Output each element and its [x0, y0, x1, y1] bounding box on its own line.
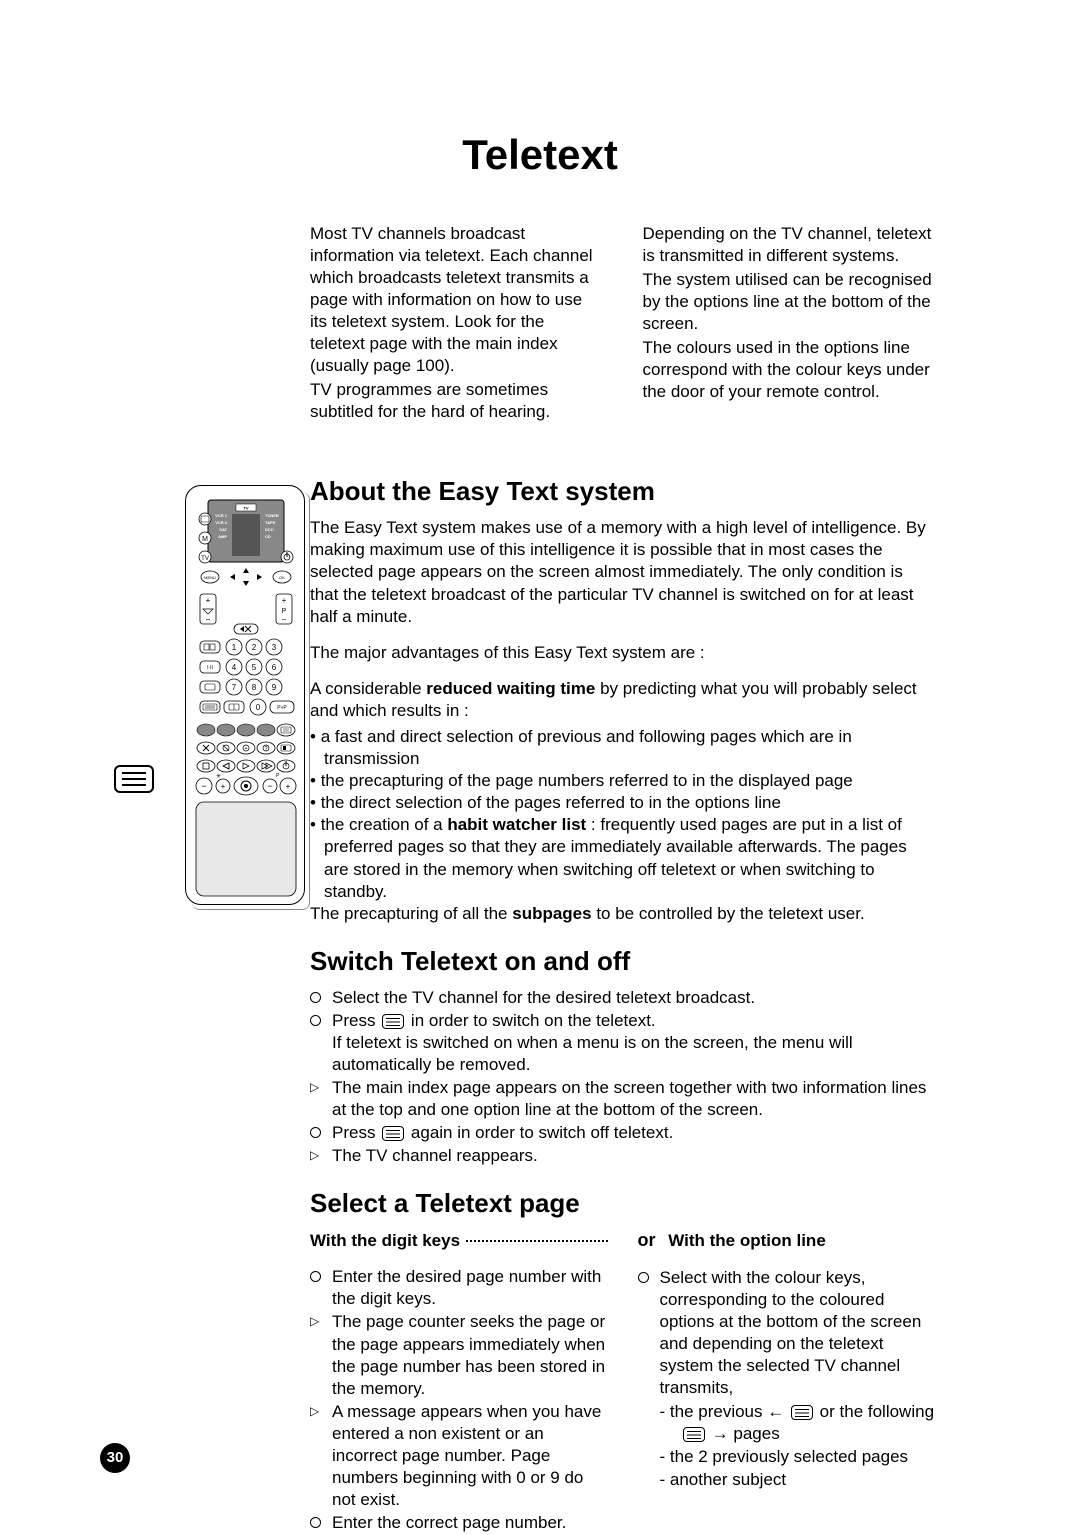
heading-about: About the Easy Text system [310, 475, 935, 509]
body-text: The major advantages of this Easy Text s… [310, 642, 935, 664]
svg-text:6: 6 [272, 663, 277, 672]
svg-text:P«P: P«P [277, 705, 287, 711]
list-item: Select the TV channel for the desired te… [310, 987, 935, 1009]
svg-text:OK: OK [279, 575, 285, 580]
content-column: About the Easy Text system The Easy Text… [310, 455, 1080, 1535]
svg-text:I·II: I·II [207, 665, 213, 671]
svg-text:9: 9 [272, 683, 277, 692]
svg-text:VCR 2: VCR 2 [215, 520, 228, 525]
svg-text:TV: TV [201, 556, 209, 562]
svg-text:5: 5 [252, 663, 257, 672]
intro-section: Most TV channels broadcast information v… [310, 223, 935, 426]
intro-text: Depending on the TV channel, teletext is… [643, 223, 936, 267]
intro-text: The colours used in the options line cor… [643, 337, 936, 403]
svg-text:TAPE: TAPE [265, 520, 276, 525]
remote-column: TV VCR 1 VCR 2 SAT AMP TUNER TAPE DCC CD… [0, 455, 310, 1535]
body-text: A considerable reduced waiting time by p… [310, 678, 935, 722]
list-item: the precapturing of the page numbers ref… [310, 770, 935, 792]
svg-text:DCC: DCC [265, 527, 274, 532]
list-item: the creation of a habit watcher list : f… [310, 814, 935, 902]
svg-text:8: 8 [252, 683, 257, 692]
heading-select: Select a Teletext page [310, 1187, 935, 1221]
svg-text:CD: CD [265, 534, 271, 539]
svg-text:7: 7 [232, 683, 237, 692]
page-number-badge: 30 [100, 1443, 130, 1473]
svg-text:AMP: AMP [218, 534, 227, 539]
select-right-col: or With the option line Select with the … [638, 1229, 936, 1535]
list-item: Enter the desired page number with the d… [310, 1266, 608, 1310]
teletext-icon [791, 1405, 813, 1420]
list-item: The main index page appears on the scree… [310, 1077, 935, 1121]
svg-text:+: + [221, 782, 226, 791]
intro-right: Depending on the TV channel, teletext is… [643, 223, 936, 426]
svg-text:1: 1 [232, 643, 237, 652]
svg-text:−: − [267, 781, 272, 791]
svg-text:+: + [206, 596, 211, 605]
intro-left: Most TV channels broadcast information v… [310, 223, 603, 426]
svg-text:P: P [276, 773, 280, 779]
svg-text:TUNER: TUNER [265, 513, 279, 518]
body-text: The Easy Text system makes use of a memo… [310, 517, 935, 627]
list-item: the previous ← or the following → pages [660, 1401, 936, 1445]
intro-text: The system utilised can be recognised by… [643, 269, 936, 335]
svg-text:P: P [282, 608, 287, 615]
teletext-icon [683, 1427, 705, 1442]
svg-text:2: 2 [252, 643, 257, 652]
svg-text:MENU: MENU [204, 575, 216, 580]
list-item: Press again in order to switch off telet… [310, 1122, 935, 1144]
svg-text:TV: TV [243, 506, 248, 511]
svg-text:−: − [201, 781, 206, 791]
list-item: Enter the correct page number. [310, 1512, 608, 1534]
svg-text:3: 3 [272, 643, 277, 652]
svg-text:M: M [202, 536, 208, 543]
subheading: With the digit keys [310, 1229, 608, 1252]
svg-text:4: 4 [232, 663, 237, 672]
list-item: The page counter seeks the page or the p… [310, 1311, 608, 1399]
svg-text:−: − [206, 615, 211, 624]
list-item: Select with the colour keys, correspondi… [638, 1267, 936, 1492]
svg-text:0: 0 [256, 703, 261, 712]
subheading: or With the option line [638, 1229, 936, 1252]
advantages-list: a fast and direct selection of previous … [310, 726, 935, 903]
svg-text:+: + [286, 782, 291, 791]
switch-steps: Select the TV channel for the desired te… [310, 987, 935, 1168]
list-item: The TV channel reappears. [310, 1145, 935, 1167]
svg-text:−: − [282, 615, 287, 624]
teletext-icon [382, 1014, 404, 1029]
teletext-icon [114, 765, 154, 793]
list-item: the 2 previously selected pages [660, 1446, 936, 1468]
list-item: a fast and direct selection of previous … [310, 726, 935, 770]
remote-svg: TV VCR 1 VCR 2 SAT AMP TUNER TAPE DCC CD… [186, 486, 306, 906]
list-item: A message appears when you have entered … [310, 1401, 608, 1511]
intro-text: Most TV channels broadcast information v… [310, 223, 603, 378]
svg-text:VCR 1: VCR 1 [215, 513, 228, 518]
intro-text: TV programmes are sometimes subtitled fo… [310, 379, 603, 423]
page-title: Teletext [0, 0, 1080, 223]
svg-text:SAT: SAT [219, 527, 227, 532]
list-item: another subject [660, 1469, 936, 1491]
svg-text:+: + [282, 596, 287, 605]
list-item: Press in order to switch on the teletext… [310, 1010, 935, 1076]
body-text: The precapturing of all the subpages to … [310, 903, 935, 925]
list-item: the direct selection of the pages referr… [310, 792, 935, 814]
remote-control-illustration: TV VCR 1 VCR 2 SAT AMP TUNER TAPE DCC CD… [185, 485, 305, 905]
svg-text:✳: ✳ [216, 773, 221, 780]
teletext-icon [382, 1126, 404, 1141]
heading-switch: Switch Teletext on and off [310, 945, 935, 979]
svg-text:+: + [245, 746, 248, 752]
select-left-col: With the digit keys Enter the desired pa… [310, 1229, 608, 1535]
